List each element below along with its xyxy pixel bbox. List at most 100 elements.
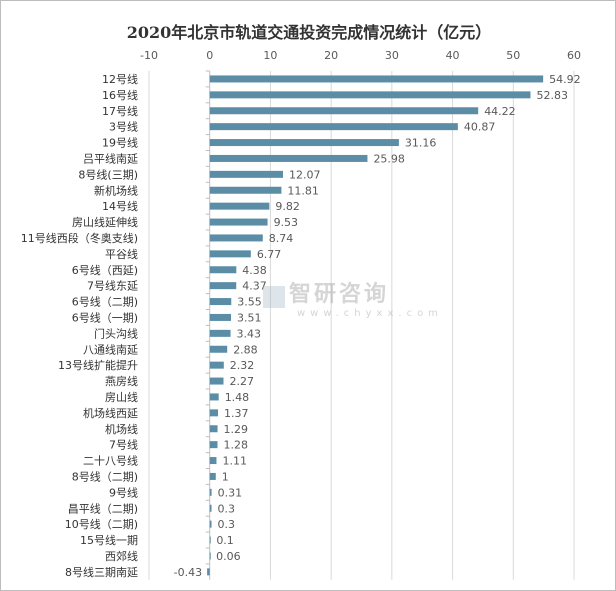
bar bbox=[209, 520, 212, 528]
x-tick-label: 60 bbox=[567, 49, 581, 62]
category-label: 平谷线 bbox=[105, 247, 138, 261]
bar bbox=[209, 139, 399, 147]
bar bbox=[209, 234, 263, 242]
x-tick-label: 10 bbox=[263, 49, 277, 62]
data-label: 25.98 bbox=[373, 152, 405, 165]
data-label: 1.28 bbox=[223, 439, 248, 452]
data-label: 44.22 bbox=[484, 105, 516, 118]
watermark: 智研咨询 www.chyxx.com bbox=[263, 276, 443, 319]
bar bbox=[209, 552, 211, 560]
bar bbox=[209, 329, 231, 337]
bar bbox=[209, 457, 217, 465]
category-label: 17号线 bbox=[102, 104, 138, 118]
category-label: 新机场线 bbox=[94, 183, 138, 197]
category-label: 6号线（西延) bbox=[72, 263, 138, 277]
data-label: 0.3 bbox=[218, 518, 236, 531]
x-tick-label: 20 bbox=[324, 49, 338, 62]
data-label: 1.11 bbox=[222, 455, 247, 468]
bar bbox=[209, 202, 270, 210]
bar bbox=[209, 361, 224, 369]
category-label: 西郊线 bbox=[105, 549, 138, 563]
bar bbox=[209, 154, 368, 162]
x-tick-label: -10 bbox=[140, 49, 158, 62]
bar bbox=[209, 536, 211, 544]
category-label: 15号线一期 bbox=[80, 533, 138, 547]
category-label: 8号线（二期) bbox=[72, 469, 138, 483]
category-label: 7号线东延 bbox=[87, 279, 138, 293]
data-label: 8.74 bbox=[269, 232, 294, 245]
category-label: 8号线(三期) bbox=[78, 167, 138, 181]
bar bbox=[209, 313, 232, 321]
bar bbox=[209, 75, 544, 83]
category-label: 6号线（一期) bbox=[72, 310, 138, 324]
bar bbox=[207, 568, 210, 576]
bar bbox=[209, 393, 219, 401]
x-tick-label: 40 bbox=[446, 49, 460, 62]
data-label: 9.53 bbox=[274, 216, 299, 229]
category-label: 6号线（二期) bbox=[72, 295, 138, 309]
data-label: 4.37 bbox=[242, 280, 267, 293]
data-label: 0.06 bbox=[216, 550, 241, 563]
category-label: 房山线 bbox=[105, 390, 138, 404]
data-label: 12.07 bbox=[289, 168, 321, 181]
category-label: 13号线扩能提升 bbox=[58, 358, 138, 372]
bar bbox=[209, 441, 218, 449]
category-label: 二十八号线 bbox=[83, 454, 138, 468]
bar bbox=[209, 250, 251, 258]
data-label: 2.27 bbox=[229, 375, 254, 388]
data-label: 1.29 bbox=[224, 423, 249, 436]
bar bbox=[209, 425, 218, 433]
data-label: 11.81 bbox=[287, 184, 319, 197]
category-label: 房山线延伸线 bbox=[72, 215, 138, 229]
category-label: 19号线 bbox=[102, 136, 138, 150]
bar bbox=[209, 377, 224, 385]
bar bbox=[209, 186, 282, 194]
x-tick-label: 30 bbox=[385, 49, 399, 62]
data-label: 0.1 bbox=[216, 534, 234, 547]
category-label: 16号线 bbox=[102, 88, 138, 102]
x-tick-label: 0 bbox=[206, 49, 213, 62]
bar bbox=[209, 218, 268, 226]
category-label: 机场线 bbox=[105, 422, 138, 436]
bar bbox=[209, 409, 219, 417]
bar bbox=[209, 504, 212, 512]
bar bbox=[209, 123, 458, 131]
category-label: 11号线西段（冬奥支线) bbox=[21, 231, 138, 245]
data-label: 2.32 bbox=[230, 359, 255, 372]
bar bbox=[209, 282, 237, 290]
bar bbox=[209, 170, 283, 178]
data-label: 0.31 bbox=[218, 486, 243, 499]
category-label: 昌平线（二期) bbox=[68, 501, 138, 515]
category-label: 机场线西延 bbox=[83, 406, 138, 420]
category-label: 8号线三期南延 bbox=[65, 565, 138, 579]
data-label: 1.48 bbox=[225, 391, 250, 404]
bar bbox=[209, 91, 531, 99]
data-label: 2.88 bbox=[233, 343, 258, 356]
bar bbox=[209, 488, 212, 496]
category-label: 7号线 bbox=[109, 438, 138, 452]
bar bbox=[209, 472, 216, 480]
bar bbox=[209, 107, 479, 115]
bar bbox=[209, 266, 237, 274]
data-label: 4.38 bbox=[242, 264, 266, 277]
category-label: 10号线（二期) bbox=[65, 517, 138, 531]
bar bbox=[209, 345, 228, 353]
data-label: 3.43 bbox=[237, 327, 262, 340]
watermark-name: 智研咨询 bbox=[289, 282, 390, 307]
category-label: 12号线 bbox=[102, 72, 138, 86]
category-label: 14号线 bbox=[102, 199, 138, 213]
category-label: 9号线 bbox=[109, 485, 138, 499]
data-label: 1 bbox=[222, 470, 229, 483]
data-label: 54.92 bbox=[549, 73, 581, 86]
data-label: 31.16 bbox=[405, 137, 437, 150]
data-label: 1.37 bbox=[224, 407, 249, 420]
category-label: 门头沟线 bbox=[94, 326, 138, 340]
data-label: 52.83 bbox=[536, 89, 568, 102]
category-label: 3号线 bbox=[109, 120, 138, 134]
category-label: 燕房线 bbox=[105, 374, 138, 388]
watermark-logo-icon bbox=[263, 285, 285, 308]
bar bbox=[209, 298, 232, 306]
data-label: -0.43 bbox=[174, 566, 202, 579]
